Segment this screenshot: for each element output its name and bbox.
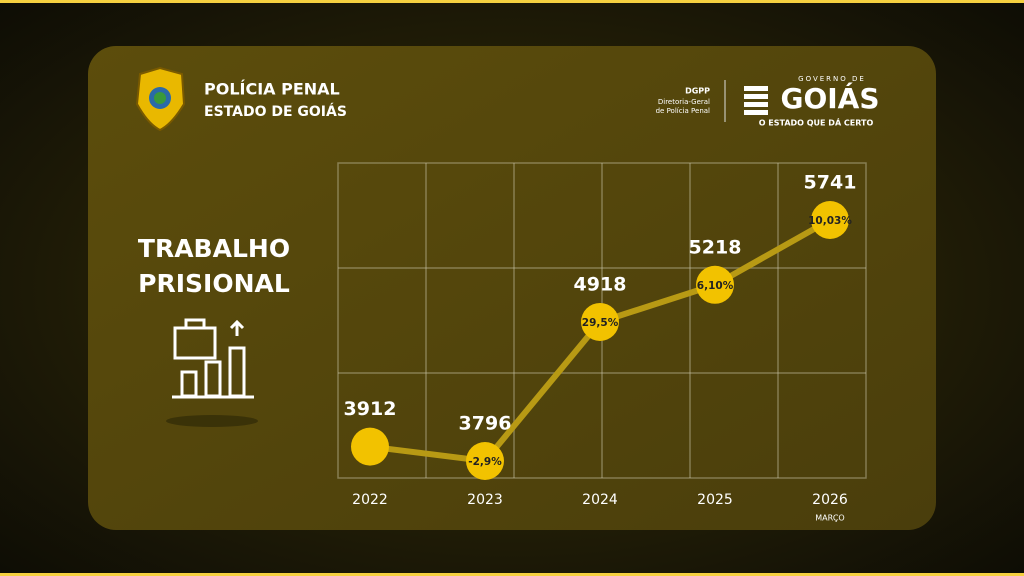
data-point (696, 265, 734, 304)
gov-name: GOIÁS (780, 81, 879, 115)
data-point (811, 201, 849, 239)
data-point (466, 442, 504, 480)
work-icon (172, 318, 254, 399)
panel (88, 46, 936, 530)
dgpp-line: Diretoria-Geral (658, 98, 710, 106)
data-point (351, 427, 389, 466)
glow-top (0, 0, 1024, 3)
chart-title: PRISIONAL (138, 269, 290, 298)
change-label: 6,10% (697, 280, 734, 292)
x-tick-note: MARÇO (815, 514, 844, 523)
x-tick-label: 2026 (812, 492, 848, 508)
x-tick-label: 2023 (467, 492, 503, 508)
change-label: 10,03% (808, 215, 852, 227)
org-name: POLÍCIA PENAL (204, 80, 340, 99)
flag-icon (744, 86, 768, 115)
change-label: -2,9% (468, 456, 502, 468)
x-tick-label: 2022 (352, 492, 388, 508)
value-label: 3796 (459, 413, 512, 435)
value-label: 5218 (689, 236, 742, 258)
org-state: ESTADO DE GOIÁS (204, 103, 347, 120)
badge (135, 66, 186, 132)
gov-slogan: O ESTADO QUE DÁ CERTO (759, 117, 874, 128)
glow-bottom (0, 573, 1024, 576)
x-tick-label: 2025 (697, 492, 733, 508)
gov-top: GOVERNO DE (798, 75, 866, 83)
x-tick-label: 2024 (582, 492, 618, 508)
dgpp-line: de Polícia Penal (656, 107, 710, 115)
chart-title: TRABALHO (138, 234, 290, 263)
change-label: 29,5% (582, 317, 619, 329)
icon-shadow (166, 415, 258, 427)
value-label: 5741 (804, 172, 857, 194)
dgpp: DGPP (685, 87, 710, 96)
value-label: 4918 (574, 273, 627, 295)
data-point (581, 302, 619, 341)
value-label: 3912 (344, 398, 397, 420)
